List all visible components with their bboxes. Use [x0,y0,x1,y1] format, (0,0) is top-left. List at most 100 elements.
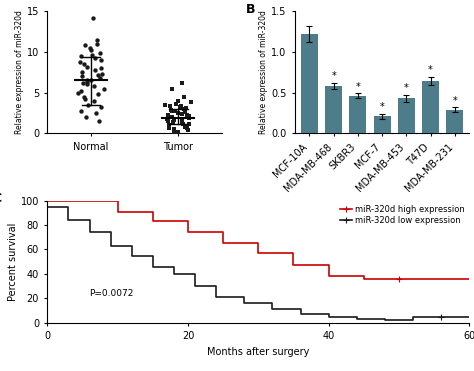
Point [185,115,192,121]
Point [183,125,191,131]
Point [170,126,178,132]
Point [96,50,103,56]
Point [168,114,176,120]
Y-axis label: Relative expression of miR-320d: Relative expression of miR-320d [15,10,24,134]
Point [74,90,82,96]
Point [77,53,84,59]
Point [183,112,191,118]
Point [182,124,189,130]
Point [79,73,86,79]
Point [80,61,88,67]
Point [176,104,184,110]
Point [86,45,94,51]
Point [172,101,179,107]
Point [76,59,83,65]
Point [84,102,92,108]
Point [83,63,91,69]
Point [80,94,88,100]
Text: C: C [0,192,2,205]
Bar [374,116,391,133]
Point [97,104,104,110]
Point [98,65,105,71]
Bar [398,98,415,133]
Text: B: B [246,3,255,16]
Text: *: * [356,82,360,92]
Point [168,108,176,114]
Point [81,96,89,102]
Y-axis label: Relative expression of miR-320d: Relative expression of miR-320d [259,10,268,134]
Point [174,98,182,104]
Point [169,119,177,125]
Point [100,86,108,92]
Point [163,116,171,122]
Point [88,52,96,58]
Point [165,122,173,128]
X-axis label: Months after surgery: Months after surgery [207,347,310,357]
Point [179,116,186,122]
Point [181,94,188,100]
Bar [422,81,439,133]
Point [83,82,91,88]
Point [174,110,182,116]
Legend: miR-320d high expression, miR-320d low expression: miR-320d high expression, miR-320d low e… [339,205,465,225]
Point [93,37,101,43]
Point [184,127,191,133]
Bar [349,96,366,133]
Bar [301,34,318,133]
Point [84,76,91,82]
Point [83,79,91,85]
Point [81,42,89,48]
Point [185,121,192,127]
Point [171,108,178,114]
Point [180,121,187,127]
Bar [446,110,463,133]
Point [186,113,193,119]
Point [164,112,172,118]
Point [179,120,186,126]
Point [82,114,90,120]
Point [96,75,103,81]
Point [187,99,195,105]
Point [170,128,178,134]
Text: P=0.0072: P=0.0072 [90,289,134,298]
Text: *: * [404,83,409,93]
Point [92,110,100,116]
Point [164,118,172,124]
Point [78,108,85,114]
Point [87,78,95,83]
Point [79,69,86,75]
Point [99,71,106,77]
Point [98,57,105,63]
Point [168,86,176,92]
Point [91,83,98,89]
Text: *: * [428,66,433,75]
Point [91,55,99,61]
Point [79,80,87,86]
Y-axis label: Percent survival: Percent survival [8,223,18,301]
Point [89,15,97,21]
Text: *: * [331,71,336,81]
Point [87,47,95,53]
Text: *: * [452,96,457,106]
Point [94,91,102,97]
Point [182,109,189,115]
Point [165,125,173,131]
Point [179,80,186,86]
Point [181,106,188,112]
Bar [325,86,342,133]
Point [170,129,178,135]
Point [174,129,182,135]
Point [95,118,102,124]
Text: *: * [380,102,384,112]
Point [90,98,97,104]
Point [182,105,190,111]
Point [166,103,174,109]
Point [177,104,184,109]
Point [178,111,185,117]
Point [91,67,99,73]
Point [165,123,173,129]
Point [93,41,101,47]
Point [167,107,175,113]
Point [94,72,102,78]
Point [170,117,178,123]
